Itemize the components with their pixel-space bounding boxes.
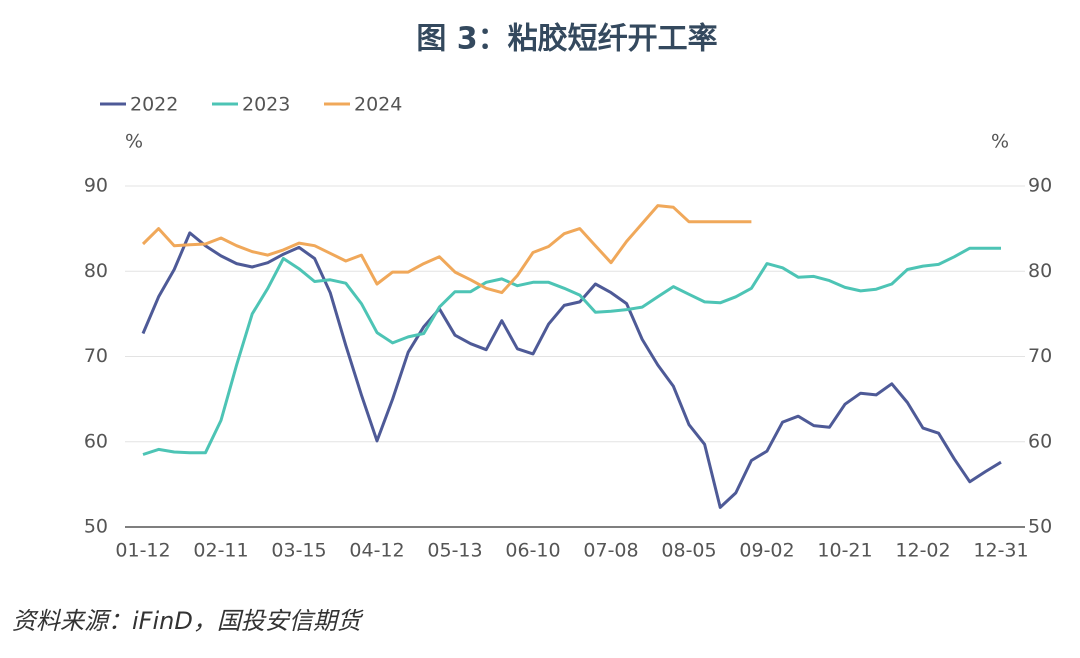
source-note: 资料来源：iFinD，国投安信期货	[12, 607, 364, 635]
x-tick-label: 05-13	[427, 540, 482, 562]
x-tick-label: 12-31	[973, 540, 1028, 562]
x-tick-label: 01-12	[115, 540, 170, 562]
x-tick-label: 06-10	[505, 540, 560, 562]
x-tick-label: 04-12	[349, 540, 404, 562]
x-tick-label: 07-08	[583, 540, 638, 562]
y-tick-label: 60	[84, 430, 108, 452]
x-tick-label: 09-02	[739, 540, 794, 562]
legend-label: 2023	[242, 94, 290, 116]
y2-tick-label: 70	[1028, 345, 1052, 367]
series-line	[141, 204, 752, 295]
y2-unit: %	[991, 131, 1009, 153]
y-tick-label: 80	[84, 260, 108, 282]
x-tick-label: 10-21	[817, 540, 872, 562]
x-tick-label: 08-05	[661, 540, 716, 562]
y-unit: %	[125, 131, 143, 153]
x-tick-label: 02-11	[193, 540, 248, 562]
x-tick-label: 03-15	[271, 540, 326, 562]
series-line	[142, 246, 1001, 456]
legend-label: 2022	[130, 94, 178, 116]
y2-tick-label: 90	[1028, 175, 1052, 197]
y-tick-label: 50	[84, 516, 108, 538]
y2-tick-label: 80	[1028, 260, 1052, 282]
y-tick-label: 70	[84, 345, 108, 367]
y2-tick-label: 60	[1028, 430, 1052, 452]
series-line	[141, 231, 1002, 509]
chart-title: 图 3：粘胶短纤开工率	[416, 22, 717, 57]
legend-label: 2024	[354, 94, 402, 116]
y-tick-label: 90	[84, 175, 108, 197]
x-tick-label: 12-02	[895, 540, 950, 562]
y2-tick-label: 50	[1028, 516, 1052, 538]
